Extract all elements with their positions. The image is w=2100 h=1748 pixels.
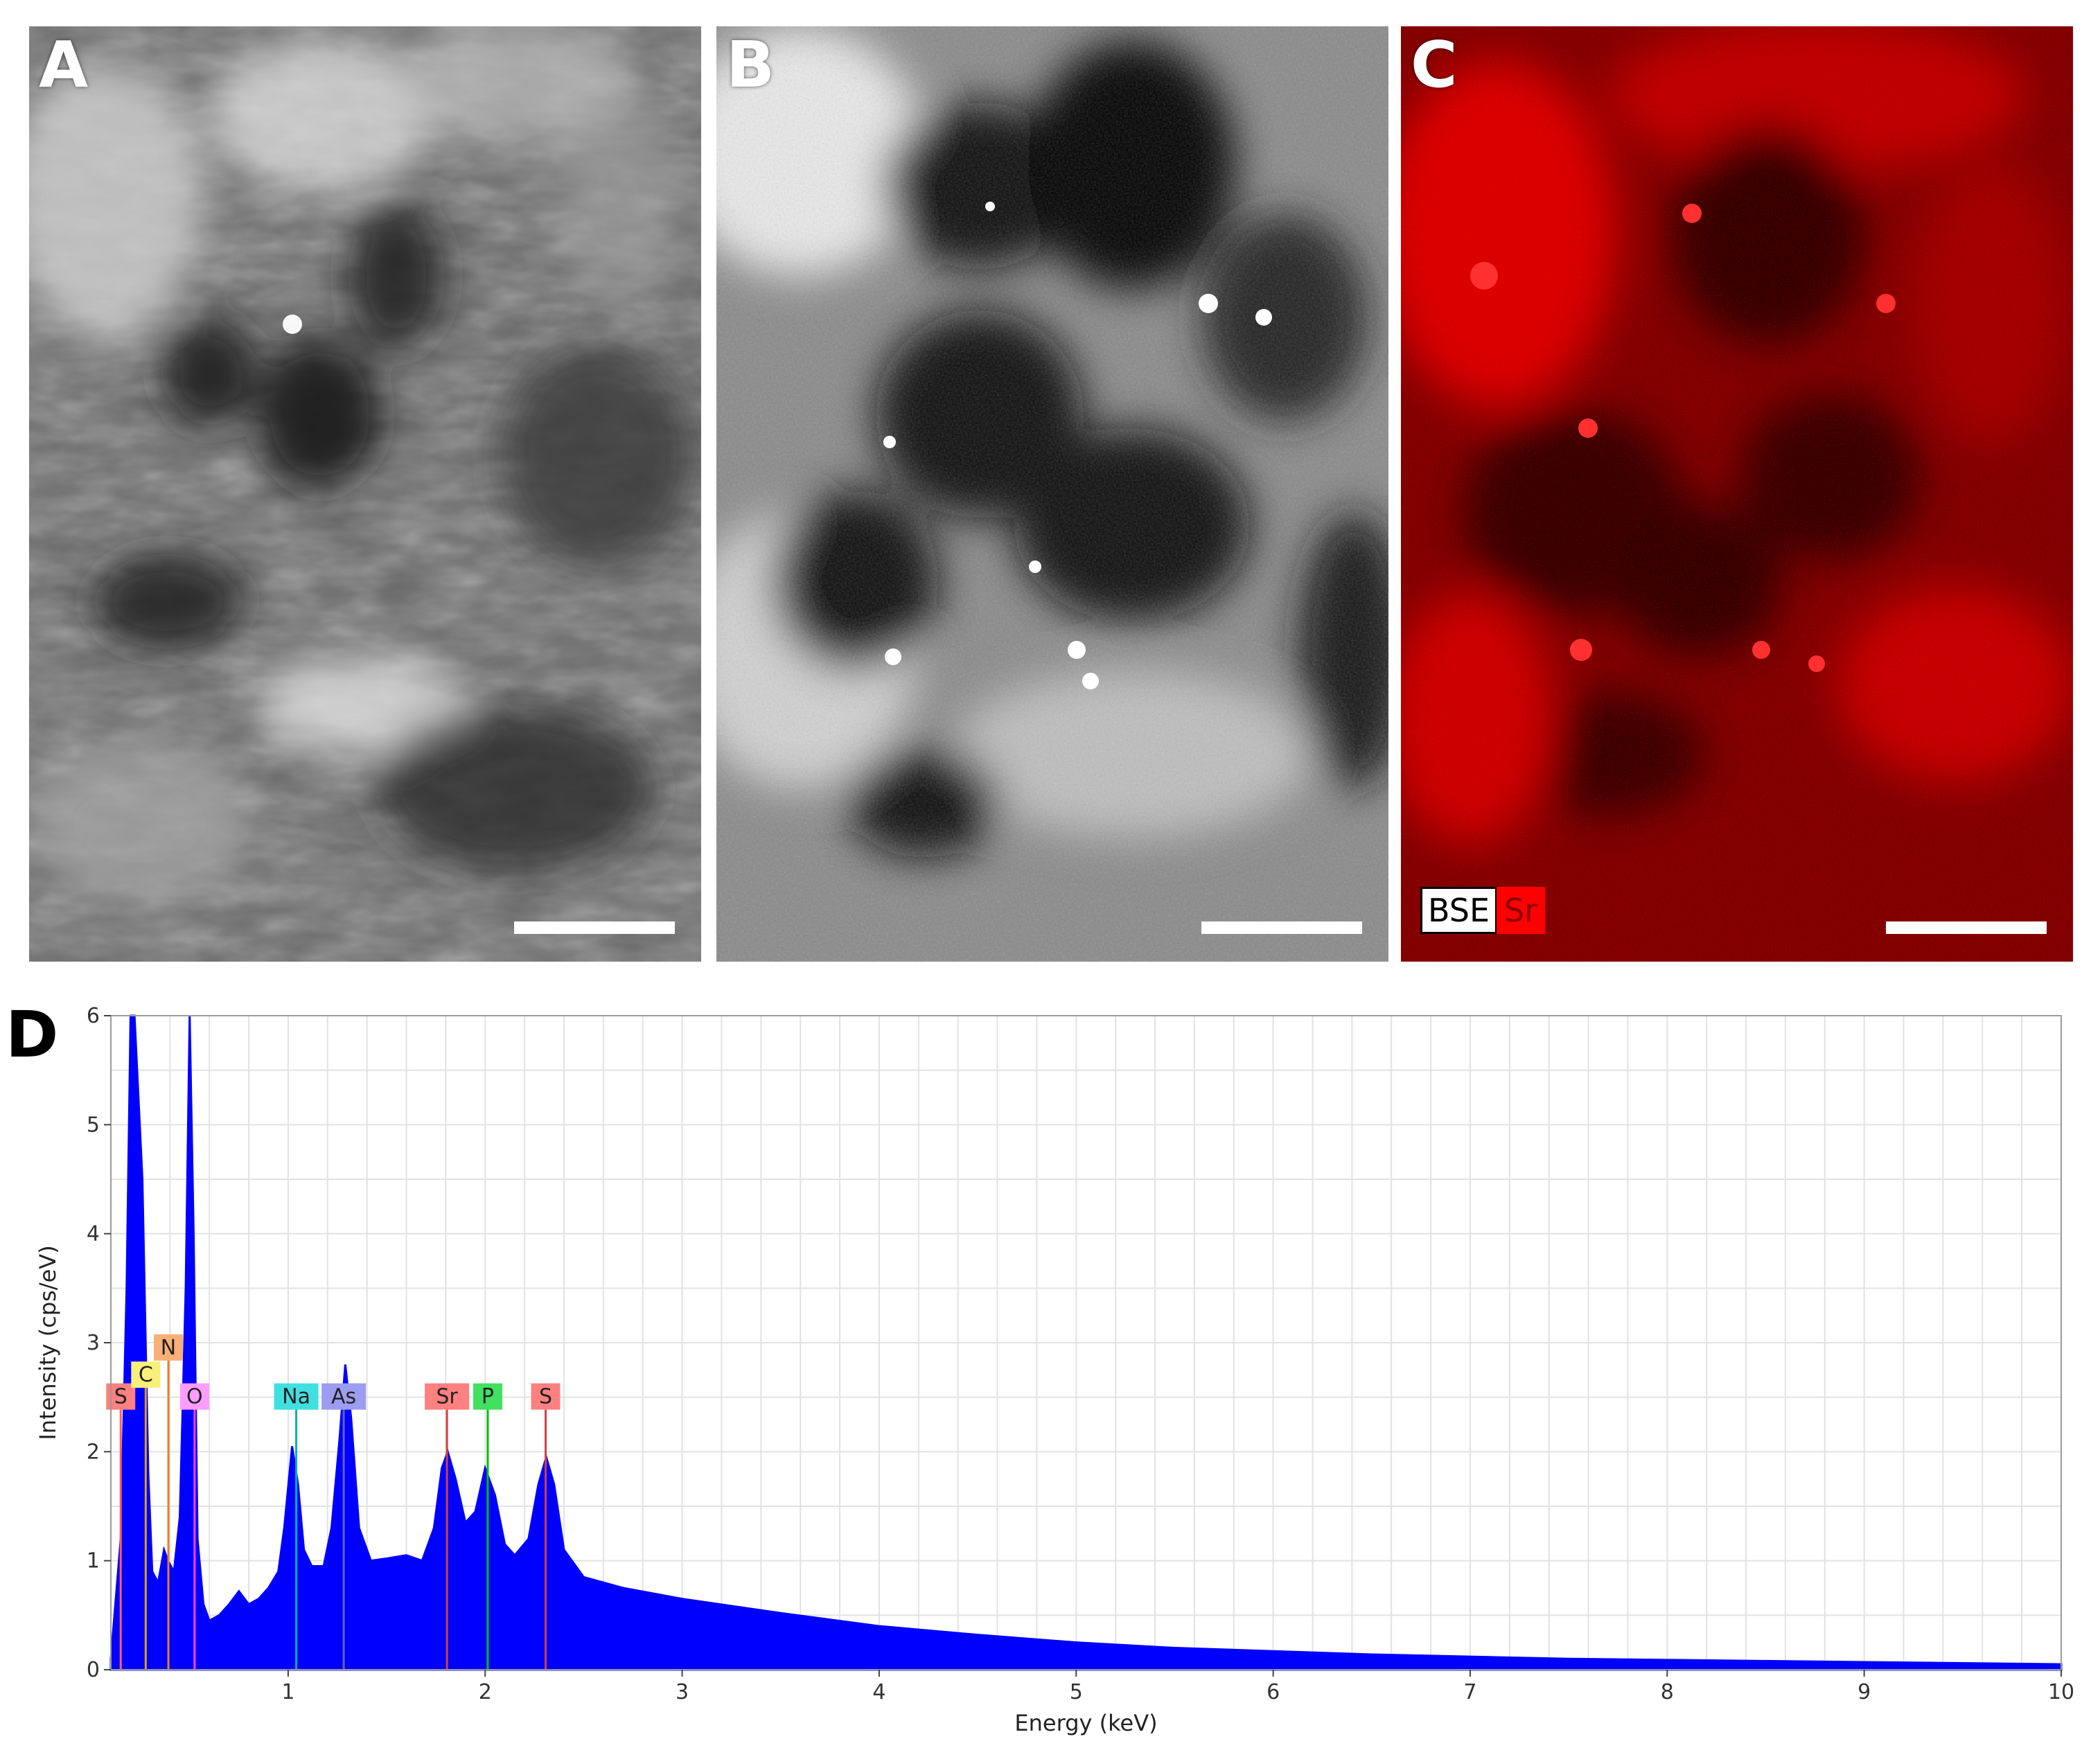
legend-chip-sr: Sr bbox=[1497, 887, 1546, 934]
scale-bar-b bbox=[1201, 921, 1362, 934]
x-tick-label: 4 bbox=[872, 1680, 885, 1704]
x-tick-label: 6 bbox=[1267, 1680, 1280, 1704]
element-marker-box bbox=[531, 1383, 561, 1410]
scale-bar-a bbox=[514, 921, 675, 934]
element-marker-box bbox=[473, 1383, 502, 1410]
axes: 1 2 3 4 5 6 7 8 9 10 0 1 2 3 4 5 6 bbox=[87, 1004, 2074, 1704]
x-axis-title: Energy (keV) bbox=[1014, 1710, 1157, 1736]
element-marker-box bbox=[425, 1383, 470, 1410]
strontium-element-map bbox=[1401, 26, 2073, 962]
element-marker-box bbox=[154, 1334, 184, 1361]
spectrum-area bbox=[109, 1014, 2063, 1671]
y-tick-label: 3 bbox=[87, 1331, 100, 1355]
panel-letter-c: C bbox=[1411, 28, 1458, 102]
spectrum-layer bbox=[109, 1014, 2063, 1671]
y-tick-label: 4 bbox=[87, 1222, 100, 1246]
element-marker-box bbox=[321, 1383, 367, 1410]
element-marker-label: P bbox=[482, 1385, 494, 1409]
panel-letter-b: B bbox=[726, 28, 775, 102]
x-tick-label: 8 bbox=[1661, 1680, 1674, 1704]
x-tick-label: 9 bbox=[1858, 1680, 1871, 1704]
element-marker-label: Na bbox=[282, 1385, 310, 1409]
sem-image-panel-a: A bbox=[29, 26, 701, 962]
eds-map-panel-c: C BSE Sr bbox=[1401, 26, 2073, 962]
element-marker-label: O bbox=[186, 1385, 203, 1409]
element-marker-label: As bbox=[331, 1385, 356, 1409]
x-tick-label: 5 bbox=[1070, 1680, 1083, 1704]
y-tick-label: 5 bbox=[87, 1113, 100, 1137]
element-marker-label: Sr bbox=[436, 1385, 458, 1409]
element-marker-box bbox=[274, 1383, 319, 1410]
y-axis-title: Intensity (cps/eV) bbox=[35, 1245, 61, 1440]
x-tick-label: 7 bbox=[1463, 1680, 1476, 1704]
x-tick-label: 2 bbox=[479, 1680, 492, 1704]
grid bbox=[111, 1015, 2062, 1670]
element-marker-label: N bbox=[161, 1336, 176, 1360]
panel-letter-a: A bbox=[39, 28, 89, 102]
element-marker-box bbox=[131, 1361, 161, 1388]
panel-letter-d: D bbox=[6, 998, 59, 1072]
y-tick-label: 6 bbox=[87, 1004, 100, 1028]
eds-spectrum-panel-d: D S C N O Na As Sr P S 1 2 3 4 5 6 7 8 9 10 0 1 2 3 4 5 6 Energy… bbox=[0, 970, 2100, 1748]
sem-image-panel-b: B bbox=[716, 26, 1388, 962]
x-tick-label: 1 bbox=[281, 1680, 294, 1704]
element-marker-box bbox=[179, 1383, 209, 1410]
y-tick-label: 1 bbox=[87, 1549, 100, 1573]
x-tick-label: 10 bbox=[2048, 1680, 2074, 1704]
x-tick-label: 3 bbox=[676, 1680, 689, 1704]
element-marker-label: S bbox=[539, 1385, 552, 1409]
sem-secondary-electron-image bbox=[29, 26, 701, 962]
element-marker-label: C bbox=[139, 1363, 153, 1387]
y-tick-label: 2 bbox=[87, 1440, 100, 1464]
scale-bar-c bbox=[1886, 921, 2047, 934]
y-tick-label: 0 bbox=[87, 1658, 100, 1682]
sem-backscatter-image bbox=[716, 26, 1388, 962]
legend-chip-bse: BSE bbox=[1420, 887, 1498, 934]
element-marker-label: S bbox=[114, 1385, 127, 1409]
